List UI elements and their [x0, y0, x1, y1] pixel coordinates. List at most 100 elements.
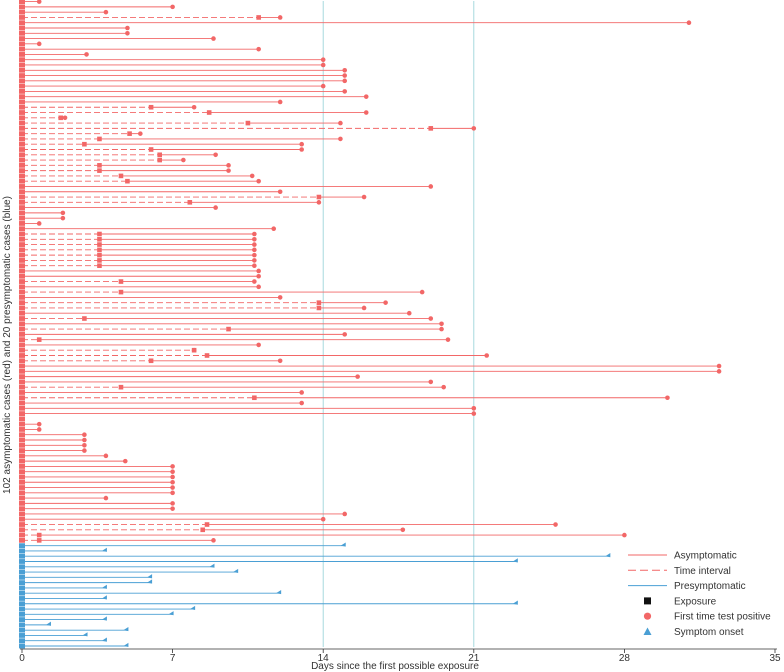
- row-start-marker: [19, 432, 25, 438]
- first-positive-test-marker: [252, 231, 257, 237]
- row-start-marker: [19, 115, 25, 121]
- asymptomatic-case-row: [19, 464, 175, 469]
- exposure-marker: [97, 242, 102, 247]
- exposure-marker: [316, 305, 322, 311]
- row-start-marker: [19, 120, 25, 126]
- legend-label: Presymptomatic: [674, 581, 746, 592]
- exposure-marker: [252, 395, 257, 401]
- row-start-marker: [19, 252, 25, 258]
- legend-label: First time test positive: [674, 612, 771, 623]
- symptom-onset-marker: [605, 553, 611, 558]
- first-positive-test-marker: [36, 221, 42, 226]
- row-start-marker: [19, 131, 25, 137]
- row-start-marker: [19, 189, 25, 195]
- row-start-marker: [19, 194, 25, 200]
- asymptomatic-case-row: [19, 210, 66, 216]
- asymptomatic-case-row: [19, 411, 477, 416]
- asymptomatic-case-row: [19, 432, 87, 438]
- first-positive-test-marker: [256, 284, 261, 290]
- row-start-marker: [19, 125, 25, 131]
- row-start-marker: [19, 358, 25, 364]
- exposure-marker: [82, 141, 87, 147]
- first-positive-test-marker: [36, 427, 42, 432]
- presymptomatic-case-row: [19, 642, 129, 649]
- row-start-marker: [19, 611, 25, 617]
- row-start-marker: [19, 152, 25, 158]
- first-positive-test-marker: [299, 390, 304, 395]
- asymptomatic-case-row: [19, 20, 692, 26]
- first-positive-test-marker: [484, 353, 490, 358]
- row-start-marker: [19, 273, 25, 279]
- row-start-marker: [19, 405, 25, 411]
- row-start-marker: [19, 368, 25, 374]
- legend: Asymptomatic Time interval Presymptomatic E…: [628, 551, 771, 638]
- first-positive-test-marker: [122, 458, 128, 464]
- legend-entry: Exposure: [644, 596, 717, 607]
- presymptomatic-case-row: [19, 589, 282, 596]
- asymptomatic-case-row: [19, 125, 477, 131]
- symptom-onset-marker: [82, 632, 88, 637]
- exposure-marker: [187, 200, 193, 205]
- presymptomatic-case-row: [19, 600, 518, 607]
- asymptomatic-case-row: [19, 379, 434, 385]
- row-start-marker: [19, 57, 25, 63]
- row-start-marker: [19, 15, 25, 20]
- symptom-onset-marker: [209, 563, 215, 568]
- first-positive-test-marker: [320, 57, 326, 63]
- presymptomatic-case-row: [19, 542, 346, 549]
- exposure-marker: [148, 147, 154, 152]
- row-start-marker: [19, 548, 25, 554]
- asymptomatic-case-row: [19, 178, 261, 184]
- asymptomatic-case-row: [19, 110, 369, 115]
- row-start-marker: [19, 99, 25, 105]
- first-positive-test-marker: [471, 126, 477, 131]
- first-positive-test-marker: [256, 273, 261, 279]
- asymptomatic-case-row: [19, 168, 231, 174]
- row-start-marker: [19, 601, 25, 607]
- row-start-marker: [19, 643, 25, 649]
- row-start-marker: [19, 490, 25, 496]
- asymptomatic-case-row: [19, 236, 257, 242]
- first-positive-test-marker: [226, 168, 231, 173]
- row-start-marker: [19, 421, 25, 427]
- row-start-marker: [19, 316, 25, 321]
- row-start-marker: [19, 236, 25, 242]
- first-positive-test-marker: [299, 400, 304, 406]
- presymptomatic-case-row: [19, 637, 107, 644]
- first-positive-test-marker: [419, 289, 425, 295]
- exposure-marker: [316, 300, 322, 305]
- row-start-marker: [19, 437, 25, 443]
- row-start-marker: [19, 500, 25, 506]
- asymptomatic-case-row: [19, 78, 348, 84]
- first-positive-test-marker: [170, 501, 175, 506]
- asymptomatic-case-row: [19, 358, 283, 364]
- asymptomatic-case-row: [19, 316, 434, 321]
- first-positive-test-marker: [471, 406, 477, 411]
- exposure-marker: [118, 279, 124, 284]
- exposure-marker: [97, 236, 102, 242]
- legend-circle-swatch: [643, 612, 652, 620]
- row-start-marker: [19, 83, 25, 89]
- asymptomatic-case-row: [19, 25, 130, 31]
- first-positive-test-marker: [665, 395, 670, 401]
- row-start-marker: [19, 458, 25, 464]
- first-positive-test-marker: [60, 215, 66, 221]
- asymptomatic-case-row: [19, 294, 283, 300]
- row-start-marker: [19, 62, 25, 68]
- legend-entry: Symptom onset: [643, 627, 744, 638]
- row-start-marker: [19, 110, 25, 115]
- asymptomatic-case-row: [19, 99, 283, 105]
- first-positive-test-marker: [170, 4, 175, 10]
- first-positive-test-marker: [82, 448, 87, 453]
- symptom-onset-marker: [147, 579, 153, 584]
- asymptomatic-case-row: [19, 73, 348, 78]
- asymptomatic-case-row: [19, 136, 343, 142]
- legend-entry: First time test positive: [643, 612, 771, 623]
- first-positive-test-marker: [138, 131, 143, 136]
- asymptomatic-case-row: [19, 331, 348, 337]
- presymptomatic-case-row: [19, 579, 153, 586]
- first-positive-test-marker: [103, 9, 109, 15]
- row-start-marker: [19, 258, 25, 263]
- first-positive-test-marker: [170, 506, 175, 511]
